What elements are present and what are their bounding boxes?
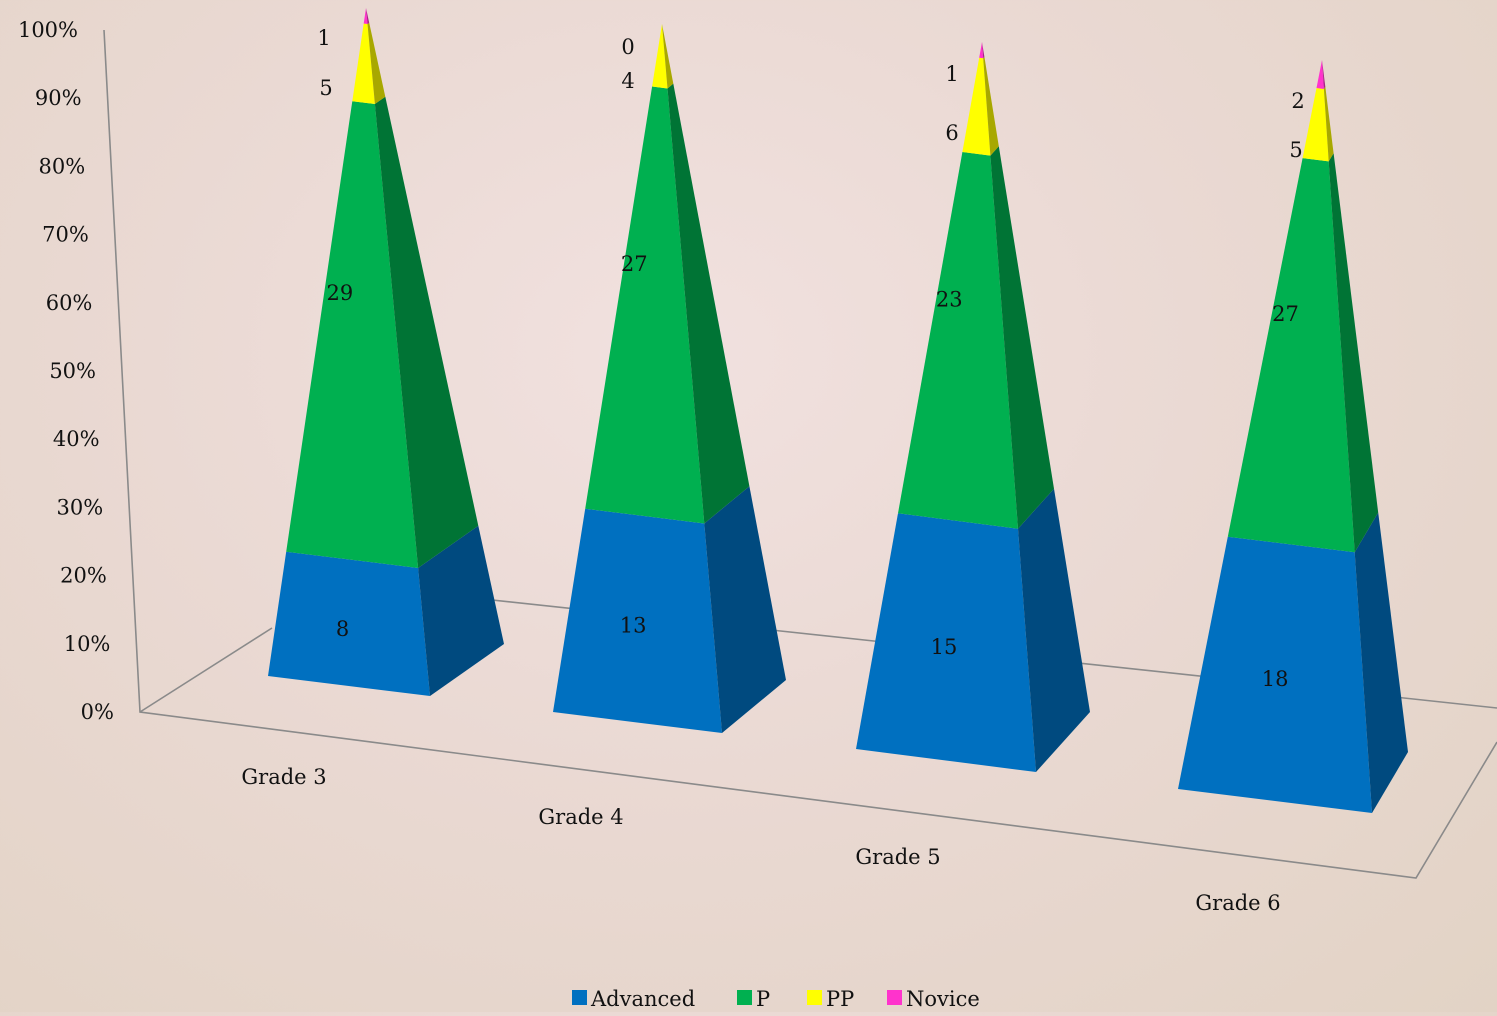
segment-advanced-grade-6 (1178, 512, 1408, 813)
segment-side-face (1323, 86, 1334, 162)
segment-front-face (898, 152, 1018, 529)
segment-front-face (1227, 158, 1355, 553)
y-tick-label: 20% (60, 564, 107, 588)
legend: Advanced P PP Novice (572, 987, 980, 1011)
category-label: Grade 5 (855, 845, 940, 869)
legend-label: Advanced (590, 987, 695, 1011)
y-tick-label: 100% (18, 18, 78, 42)
data-label-novice: 1 (317, 26, 330, 50)
segment-pp-grade-3 (352, 22, 386, 104)
legend-item-advanced: Advanced (572, 987, 695, 1011)
segment-novice-grade-5 (979, 42, 985, 59)
legend-swatch (572, 990, 587, 1005)
category-label: Grade 3 (241, 765, 326, 789)
segment-front-face (553, 508, 722, 733)
legend-item-p: P (737, 987, 770, 1011)
y-axis-ticks: 0% 10% 20% 30% 40% 50% 60% 70% 80% 90% 100% (18, 18, 114, 724)
legend-label: PP (826, 987, 854, 1011)
data-label-p: 23 (936, 287, 963, 311)
data-label-advanced: 13 (620, 613, 647, 637)
category-labels: Grade 3 Grade 4 Grade 5 Grade 6 (241, 765, 1280, 915)
segment-pp-grade-4 (652, 24, 674, 89)
data-label-novice: 0 (621, 35, 634, 59)
segment-front-face (652, 24, 668, 89)
data-label-pp: 5 (319, 76, 332, 100)
floor-front-edge (103, 29, 1497, 879)
y-tick-label: 60% (46, 291, 93, 315)
segment-side-face (1354, 512, 1408, 813)
legend-item-novice: Novice (887, 987, 980, 1011)
y-tick-label: 10% (64, 632, 111, 656)
segment-front-face (856, 513, 1036, 772)
segment-side-face (662, 24, 674, 89)
segment-p-grade-3 (286, 96, 479, 568)
segment-p-grade-4 (585, 83, 750, 524)
legend-swatch (807, 990, 822, 1005)
segment-side-face (418, 525, 504, 696)
segment-advanced-grade-4 (553, 486, 786, 733)
y-tick-label: 40% (53, 427, 100, 451)
legend-label: P (756, 987, 770, 1011)
legend-label: Novice (906, 987, 980, 1011)
segment-p-grade-6 (1227, 153, 1379, 553)
segment-side-face (983, 56, 999, 156)
segment-front-face (286, 101, 419, 568)
category-label: Grade 4 (538, 805, 623, 829)
segment-pp-grade-6 (1302, 86, 1334, 162)
segment-front-face (962, 57, 991, 156)
data-label-advanced: 8 (336, 617, 349, 641)
segment-pp-grade-5 (962, 56, 999, 156)
segment-novice-grade-3 (363, 8, 370, 24)
category-label: Grade 6 (1195, 891, 1280, 915)
data-label-novice: 1 (945, 62, 958, 86)
segment-advanced-grade-5 (856, 488, 1090, 772)
segment-front-face (979, 42, 984, 59)
data-label-pp: 6 (945, 121, 958, 145)
segment-side-face (990, 146, 1054, 529)
data-label-pp: 5 (1289, 138, 1302, 162)
segment-side-face (374, 96, 479, 568)
data-label-advanced: 18 (1262, 667, 1289, 691)
data-label-novice: 2 (1291, 89, 1304, 113)
data-label-pp: 4 (621, 69, 634, 93)
data-labels: 8 29 5 1 13 27 4 0 15 23 6 1 18 27 5 2 (317, 26, 1304, 691)
segment-advanced-grade-3 (268, 525, 504, 696)
legend-item-pp: PP (807, 987, 854, 1011)
y-tick-label: 90% (35, 86, 82, 110)
segment-side-face (366, 8, 370, 24)
segment-front-face (585, 86, 705, 524)
y-tick-label: 0% (81, 700, 114, 724)
legend-swatch (737, 990, 752, 1005)
segment-side-face (1328, 153, 1379, 553)
segment-front-face (363, 8, 368, 24)
segment-front-face (352, 23, 375, 104)
segment-side-face (982, 42, 985, 59)
legend-swatch (887, 990, 902, 1005)
segment-novice-grade-6 (1316, 60, 1326, 89)
segment-side-face (667, 83, 750, 524)
y-tick-label: 70% (42, 223, 89, 247)
segment-front-face (1316, 60, 1324, 89)
pyramids (268, 8, 1408, 813)
y-tick-label: 50% (49, 359, 96, 383)
segment-side-face (704, 486, 786, 733)
segment-front-face (1302, 88, 1329, 162)
segment-side-face (367, 22, 386, 104)
y-tick-label: 30% (57, 495, 104, 519)
data-label-p: 29 (327, 281, 354, 305)
segment-front-face (1178, 536, 1372, 813)
segment-side-face (1018, 488, 1090, 772)
data-label-p: 27 (621, 252, 648, 276)
segment-p-grade-5 (898, 146, 1054, 529)
segment-side-face (1322, 60, 1326, 89)
floor-left-edge (139, 627, 273, 713)
data-label-p: 27 (1272, 302, 1299, 326)
y-tick-label: 80% (39, 154, 86, 178)
segment-front-face (268, 551, 430, 696)
data-label-advanced: 15 (931, 635, 958, 659)
